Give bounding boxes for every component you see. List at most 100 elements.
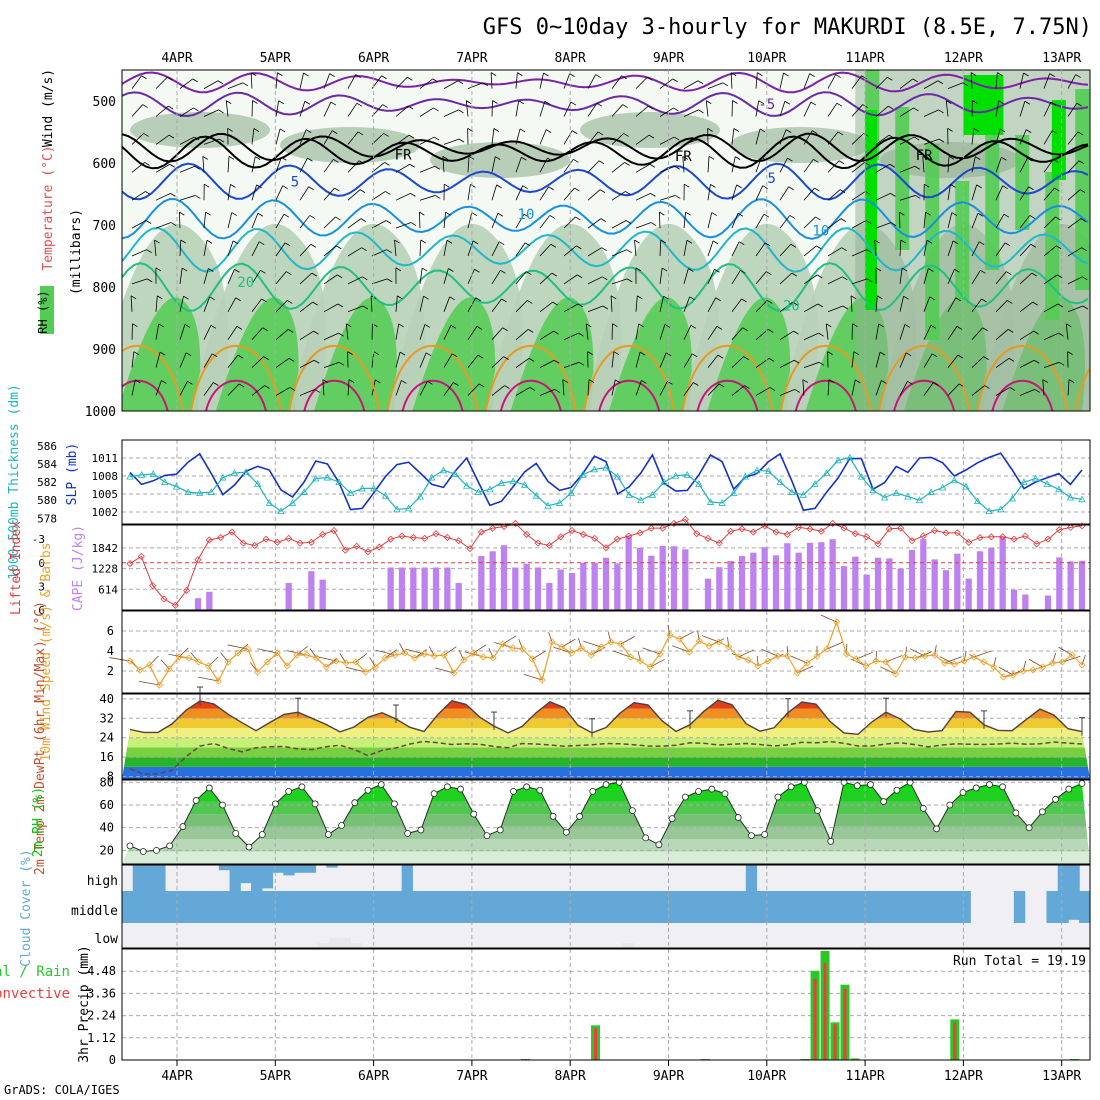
thickness-marker xyxy=(718,499,726,506)
rh-bright-streak xyxy=(1051,100,1066,180)
rh2m-marker xyxy=(179,823,187,830)
wind-barb xyxy=(203,80,219,89)
wind-barb-flag xyxy=(877,295,883,300)
wind-barb xyxy=(803,73,811,89)
wind-barb xyxy=(923,80,939,89)
cloud-high-bar xyxy=(283,865,295,876)
rh2m-marker xyxy=(787,783,795,791)
lifted-index-marker xyxy=(568,526,576,535)
precip-conv-bar xyxy=(594,1028,598,1060)
wind10m-tick-label: 6 xyxy=(107,624,114,638)
wind10m-marker xyxy=(950,660,958,668)
wind-barb-flag xyxy=(361,247,367,252)
wind-barb-flag xyxy=(482,82,489,87)
cloud-high-bar xyxy=(154,865,166,891)
lifted-index-marker xyxy=(523,530,531,539)
wind-barb-flag xyxy=(373,351,380,356)
wind-barb-flag xyxy=(626,249,632,254)
cape-bar xyxy=(670,546,678,610)
thickness-marker xyxy=(1008,494,1017,502)
wind-barb xyxy=(467,82,484,89)
cloud-high-bar xyxy=(240,865,252,884)
wind10m-barb xyxy=(649,659,665,668)
wind10m-marker xyxy=(195,658,203,666)
wind-barb-flag xyxy=(261,298,267,303)
dewpoint-line xyxy=(129,740,1083,775)
cloud-high-bar xyxy=(1057,865,1069,891)
cloud-middle-bar xyxy=(383,891,395,923)
pressure-axis-label: (millibars) xyxy=(69,209,84,295)
wind10m-barb xyxy=(548,631,553,643)
wind-barb-flag xyxy=(682,156,689,160)
cloud-middle-bar xyxy=(937,891,950,923)
wind-barb xyxy=(779,389,795,396)
wind-barb xyxy=(1067,74,1077,89)
lifted-index-marker xyxy=(273,538,281,546)
cape-bar xyxy=(908,549,916,610)
rh2m-axis-label: 2m RH (%) xyxy=(31,787,46,857)
wind-barb xyxy=(779,72,784,89)
date-label-top: 11APR xyxy=(846,51,885,66)
wind-barb-flag xyxy=(956,326,963,330)
thickness-marker xyxy=(137,471,146,478)
wind-barb xyxy=(515,271,527,285)
cape-bar xyxy=(387,567,394,610)
wind-barb-flag xyxy=(839,189,846,193)
thickness-marker xyxy=(323,473,332,481)
wind-barb xyxy=(443,138,460,145)
wind10m-marker xyxy=(1078,661,1086,669)
wind-barb xyxy=(659,239,662,257)
cape-bar xyxy=(965,578,972,610)
rh-plume-green xyxy=(412,297,496,411)
wind-barb-flag xyxy=(933,382,939,386)
wind-barb xyxy=(755,185,764,201)
wind-barb-flag xyxy=(635,267,642,272)
wind-barb-flag xyxy=(623,133,629,137)
wind-barb-flag xyxy=(744,385,750,389)
wind-barb-flag xyxy=(253,128,260,132)
temp-band xyxy=(122,747,1090,758)
wind-barb-flag xyxy=(977,212,984,217)
cloud-low-bar xyxy=(622,943,634,948)
upper-air-frame xyxy=(121,69,1091,412)
lifted-index-marker xyxy=(953,529,961,537)
cape-bar xyxy=(410,567,417,610)
wind-barb-flag xyxy=(450,324,457,329)
thickness-marker xyxy=(730,489,738,496)
isotherm-line xyxy=(122,132,1089,163)
lifted-index-marker xyxy=(364,548,372,556)
wind-barb xyxy=(203,212,206,229)
wind-barb-flag xyxy=(982,327,988,332)
wind-barb-flag xyxy=(170,193,176,197)
wind-barb-flag xyxy=(192,78,198,83)
wind-barb-flag xyxy=(362,305,369,310)
wind10m-barb xyxy=(761,648,778,657)
wind-barb-flag xyxy=(817,274,823,279)
thickness-marker xyxy=(521,480,529,488)
wind-barb-flag xyxy=(329,73,335,77)
cloud-low-label: low xyxy=(95,932,119,947)
wind-barb xyxy=(899,107,914,117)
pressure-tick-label: 700 xyxy=(93,219,116,234)
wind-barb-flag xyxy=(1054,187,1060,192)
lifted-index-marker xyxy=(137,552,145,561)
rh2m-marker xyxy=(166,842,174,850)
wind-barb xyxy=(683,296,691,312)
wind-barb xyxy=(419,267,423,284)
wind-barb xyxy=(1019,272,1033,285)
wind10m-marker xyxy=(725,643,733,651)
cloud-middle-bar xyxy=(285,891,297,923)
wind-barb-flag xyxy=(576,245,582,250)
precip-tick-label: 1.12 xyxy=(87,1031,116,1045)
wind10m-barb xyxy=(612,650,631,658)
wind-barb xyxy=(371,220,387,229)
wind10m-barb xyxy=(109,657,131,662)
wind-barb xyxy=(587,189,601,201)
wind-barb xyxy=(827,305,844,313)
wind-barb-flag xyxy=(331,130,338,134)
wind10m-marker xyxy=(469,649,478,657)
wind-barb xyxy=(971,213,979,229)
precip-tick-label: 3.36 xyxy=(87,986,116,1000)
wind-barb xyxy=(899,165,915,173)
wind10m-marker xyxy=(842,650,851,658)
